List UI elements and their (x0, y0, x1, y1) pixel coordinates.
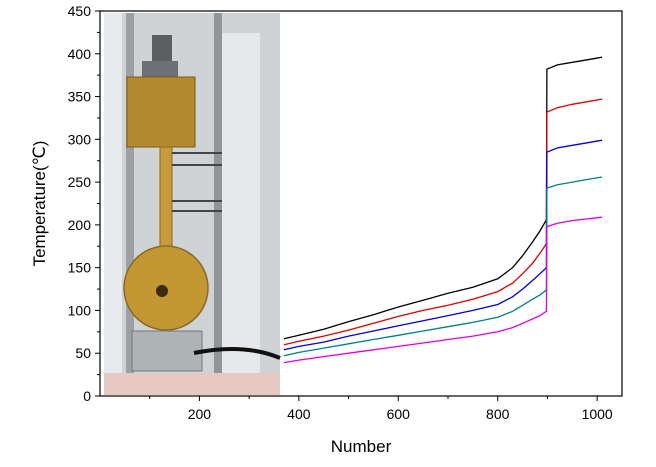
y-tick-label-400: 400 (68, 46, 92, 62)
photo-right-rail (214, 13, 222, 395)
y-tick-label-350: 350 (68, 89, 92, 105)
y-tick-label-0: 0 (83, 388, 91, 404)
series-line-5 (283, 216, 603, 364)
experimental-apparatus-photo (104, 13, 281, 395)
y-tick-label-300: 300 (68, 131, 92, 147)
y-axis-title: Temperature(℃) (30, 141, 49, 267)
y-tick-label-150: 150 (68, 260, 92, 276)
photo-rail-shadow (126, 13, 134, 395)
y-tick-label-250: 250 (68, 174, 92, 190)
photo-cable (193, 347, 281, 360)
series-line-2 (283, 98, 603, 346)
photo-brass-block (126, 76, 196, 148)
series-line-3 (283, 139, 603, 351)
photo-top-clamp (152, 35, 172, 65)
photo-base-plate (104, 373, 280, 395)
photo-clamp-base (142, 61, 178, 77)
photo-disk-hole (156, 285, 168, 297)
y-tick-label-450: 450 (68, 3, 92, 19)
y-tick-label-200: 200 (68, 217, 92, 233)
photo-load-cell (131, 330, 203, 372)
y-tick-label-50: 50 (75, 345, 91, 361)
ticks-layer: 200 400 600 800 1000 0 50 100 150 200 250 300 350 400… (68, 3, 613, 422)
y-tick-label-100: 100 (68, 302, 92, 318)
photo-left-rail (104, 13, 122, 395)
x-tick-label-400: 400 (287, 406, 311, 422)
series-line-1 (283, 56, 603, 340)
x-tick-label-200: 200 (188, 406, 212, 422)
x-tick-label-800: 800 (486, 406, 510, 422)
series-layer (283, 56, 603, 364)
x-tick-label-600: 600 (387, 406, 411, 422)
x-tick-label-1000: 1000 (582, 406, 613, 422)
photo-right-panel (222, 33, 260, 395)
series-line-4 (283, 176, 603, 357)
x-axis-title: Number (331, 437, 392, 456)
